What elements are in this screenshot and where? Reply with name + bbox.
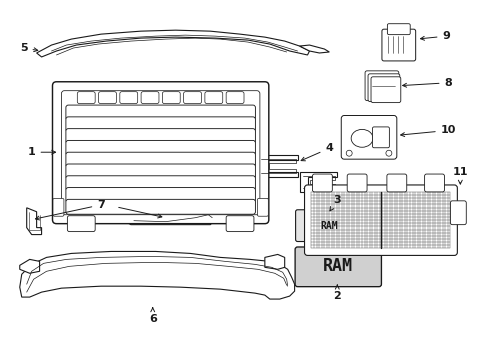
- Polygon shape: [20, 251, 294, 299]
- FancyBboxPatch shape: [66, 199, 255, 214]
- FancyBboxPatch shape: [68, 216, 95, 231]
- FancyBboxPatch shape: [382, 29, 416, 61]
- FancyBboxPatch shape: [365, 71, 399, 100]
- FancyBboxPatch shape: [66, 117, 255, 132]
- FancyBboxPatch shape: [61, 91, 260, 215]
- FancyBboxPatch shape: [425, 174, 444, 192]
- Text: RAM: RAM: [323, 257, 353, 275]
- Text: 3: 3: [330, 195, 341, 211]
- FancyBboxPatch shape: [371, 77, 401, 103]
- FancyBboxPatch shape: [305, 185, 457, 255]
- FancyBboxPatch shape: [388, 24, 410, 35]
- FancyBboxPatch shape: [66, 105, 255, 120]
- Polygon shape: [258, 155, 297, 177]
- Text: 4: 4: [301, 143, 333, 161]
- FancyBboxPatch shape: [295, 210, 364, 242]
- FancyBboxPatch shape: [98, 92, 117, 104]
- Text: 1: 1: [28, 147, 55, 157]
- FancyBboxPatch shape: [52, 82, 269, 224]
- Polygon shape: [126, 208, 215, 225]
- FancyBboxPatch shape: [347, 174, 367, 192]
- Text: 11: 11: [453, 167, 468, 184]
- Text: 8: 8: [403, 78, 452, 88]
- FancyBboxPatch shape: [66, 129, 255, 144]
- FancyBboxPatch shape: [450, 201, 466, 225]
- FancyBboxPatch shape: [53, 198, 64, 216]
- Text: RAM: RAM: [320, 221, 338, 231]
- FancyBboxPatch shape: [387, 174, 407, 192]
- Ellipse shape: [351, 129, 373, 147]
- FancyBboxPatch shape: [295, 247, 381, 287]
- FancyBboxPatch shape: [66, 164, 255, 179]
- FancyBboxPatch shape: [372, 127, 390, 148]
- FancyBboxPatch shape: [205, 92, 223, 104]
- Circle shape: [386, 150, 392, 156]
- Text: 6: 6: [149, 308, 157, 324]
- Polygon shape: [26, 208, 42, 235]
- FancyBboxPatch shape: [368, 74, 400, 102]
- FancyBboxPatch shape: [66, 140, 255, 155]
- Text: 10: 10: [401, 125, 456, 136]
- FancyBboxPatch shape: [226, 92, 244, 104]
- FancyBboxPatch shape: [184, 92, 201, 104]
- FancyBboxPatch shape: [66, 188, 255, 202]
- Text: 9: 9: [420, 31, 450, 41]
- Text: 5: 5: [20, 43, 38, 53]
- Text: 7: 7: [35, 200, 105, 220]
- FancyBboxPatch shape: [120, 92, 138, 104]
- FancyBboxPatch shape: [66, 152, 255, 167]
- FancyBboxPatch shape: [162, 92, 180, 104]
- Polygon shape: [265, 255, 285, 269]
- Polygon shape: [299, 172, 337, 192]
- FancyBboxPatch shape: [257, 198, 269, 216]
- FancyBboxPatch shape: [77, 92, 95, 104]
- FancyBboxPatch shape: [141, 92, 159, 104]
- Polygon shape: [37, 30, 310, 57]
- Polygon shape: [20, 260, 40, 273]
- FancyBboxPatch shape: [341, 116, 397, 159]
- FancyBboxPatch shape: [313, 174, 332, 192]
- FancyBboxPatch shape: [226, 216, 254, 231]
- FancyBboxPatch shape: [66, 176, 255, 191]
- Circle shape: [346, 150, 352, 156]
- Polygon shape: [299, 45, 329, 53]
- Text: 2: 2: [333, 285, 341, 301]
